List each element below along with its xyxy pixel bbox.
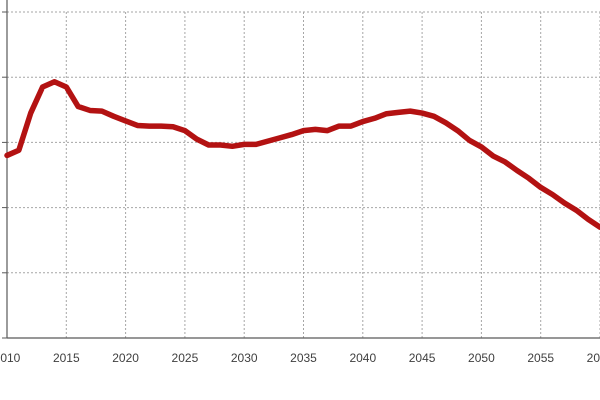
series-layer <box>4 79 600 230</box>
grid <box>7 11 600 338</box>
series-line <box>4 79 600 230</box>
x-tick-label: 2055 <box>527 351 554 365</box>
x-tick-label: 2040 <box>349 351 376 365</box>
x-tick-label: 2030 <box>231 351 258 365</box>
x-tick-label: 2010 <box>0 351 21 365</box>
x-tick-label: 2045 <box>409 351 436 365</box>
x-tick-labels: 2010 2015 2020 2025 2030 2035 2040 2045 2050 2055… <box>0 351 600 365</box>
x-tick-label: 2050 <box>468 351 495 365</box>
x-tick-label: 2035 <box>290 351 317 365</box>
x-tick-label: 2060 <box>587 351 600 365</box>
x-tick-label: 2020 <box>112 351 139 365</box>
x-tick-label: 2015 <box>53 351 80 365</box>
axes <box>2 0 600 339</box>
x-tick-label: 2025 <box>172 351 199 365</box>
